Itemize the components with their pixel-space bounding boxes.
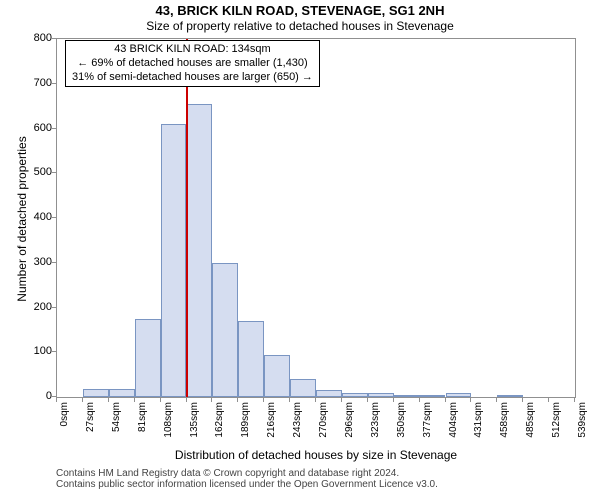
histogram-bar: [420, 395, 446, 397]
page-subtitle: Size of property relative to detached ho…: [0, 18, 600, 33]
histogram-bar: [290, 379, 316, 397]
x-tick-mark: [186, 398, 187, 402]
histogram-bar: [135, 319, 161, 397]
x-tick-label: 216sqm: [266, 402, 277, 450]
histogram-bar: [316, 390, 342, 397]
histogram-bar: [368, 393, 394, 397]
info-line-3: 31% of semi-detached houses are larger (…: [72, 71, 313, 85]
info-box: 43 BRICK KILN ROAD: 134sqm ← 69% of deta…: [65, 40, 320, 87]
plot-area: [56, 38, 576, 398]
histogram-bar: [394, 395, 420, 397]
y-tick-label: 300: [16, 256, 52, 268]
y-tick-mark: [52, 172, 56, 173]
x-tick-mark: [108, 398, 109, 402]
x-tick-label: 108sqm: [163, 402, 174, 450]
histogram-bar: [187, 104, 213, 397]
histogram-bar: [497, 395, 523, 397]
y-tick-mark: [52, 396, 56, 397]
x-tick-mark: [237, 398, 238, 402]
x-tick-label: 135sqm: [189, 402, 200, 450]
x-tick-mark: [419, 398, 420, 402]
histogram-bar: [264, 355, 290, 398]
x-tick-label: 539sqm: [577, 402, 588, 450]
histogram-bar: [109, 389, 135, 397]
x-tick-label: 458sqm: [499, 402, 510, 450]
y-tick-mark: [52, 38, 56, 39]
x-tick-mark: [470, 398, 471, 402]
x-tick-label: 189sqm: [240, 402, 251, 450]
plot-inner: [57, 39, 575, 397]
x-tick-label: 323sqm: [370, 402, 381, 450]
x-axis-label: Distribution of detached houses by size …: [56, 448, 576, 462]
x-tick-mark: [367, 398, 368, 402]
y-tick-label: 400: [16, 211, 52, 223]
y-tick-label: 500: [16, 166, 52, 178]
histogram-bar: [238, 321, 264, 397]
y-tick-mark: [52, 83, 56, 84]
y-tick-mark: [52, 128, 56, 129]
x-tick-mark: [522, 398, 523, 402]
x-tick-mark: [341, 398, 342, 402]
x-tick-mark: [315, 398, 316, 402]
x-tick-label: 404sqm: [448, 402, 459, 450]
y-tick-mark: [52, 262, 56, 263]
y-tick-label: 700: [16, 77, 52, 89]
x-tick-label: 485sqm: [525, 402, 536, 450]
x-tick-label: 54sqm: [111, 402, 122, 450]
x-tick-mark: [445, 398, 446, 402]
page-title: 43, BRICK KILN ROAD, STEVENAGE, SG1 2NH: [0, 0, 600, 18]
y-tick-mark: [52, 307, 56, 308]
attribution-line-2: Contains public sector information licen…: [56, 479, 576, 490]
x-tick-label: 377sqm: [422, 402, 433, 450]
x-tick-mark: [548, 398, 549, 402]
x-tick-mark: [56, 398, 57, 402]
y-tick-label: 800: [16, 32, 52, 44]
x-tick-mark: [160, 398, 161, 402]
x-tick-label: 296sqm: [344, 402, 355, 450]
x-tick-label: 243sqm: [292, 402, 303, 450]
x-tick-mark: [574, 398, 575, 402]
histogram-bar: [212, 263, 238, 397]
info-line-2: ← 69% of detached houses are smaller (1,…: [72, 57, 313, 71]
attribution-line-1: Contains HM Land Registry data © Crown c…: [56, 468, 576, 479]
y-tick-label: 0: [16, 390, 52, 402]
x-tick-label: 512sqm: [551, 402, 562, 450]
x-tick-mark: [289, 398, 290, 402]
x-tick-mark: [211, 398, 212, 402]
y-tick-label: 200: [16, 301, 52, 313]
x-tick-mark: [82, 398, 83, 402]
y-tick-label: 600: [16, 122, 52, 134]
x-tick-label: 27sqm: [85, 402, 96, 450]
y-tick-mark: [52, 351, 56, 352]
chart-container: 43, BRICK KILN ROAD, STEVENAGE, SG1 2NH …: [0, 0, 600, 500]
histogram-bar: [446, 393, 472, 397]
x-tick-mark: [263, 398, 264, 402]
property-marker-line: [186, 39, 188, 397]
histogram-bar: [161, 124, 187, 397]
x-tick-label: 0sqm: [59, 402, 70, 450]
y-tick-label: 100: [16, 345, 52, 357]
x-tick-label: 350sqm: [396, 402, 407, 450]
y-tick-mark: [52, 217, 56, 218]
x-tick-mark: [496, 398, 497, 402]
x-tick-label: 431sqm: [473, 402, 484, 450]
x-tick-label: 162sqm: [214, 402, 225, 450]
x-tick-mark: [393, 398, 394, 402]
x-tick-label: 81sqm: [137, 402, 148, 450]
histogram-bar: [83, 389, 109, 397]
info-line-1: 43 BRICK KILN ROAD: 134sqm: [72, 43, 313, 57]
histogram-bar: [342, 393, 368, 397]
attribution: Contains HM Land Registry data © Crown c…: [56, 468, 576, 490]
x-tick-label: 270sqm: [318, 402, 329, 450]
x-tick-mark: [134, 398, 135, 402]
